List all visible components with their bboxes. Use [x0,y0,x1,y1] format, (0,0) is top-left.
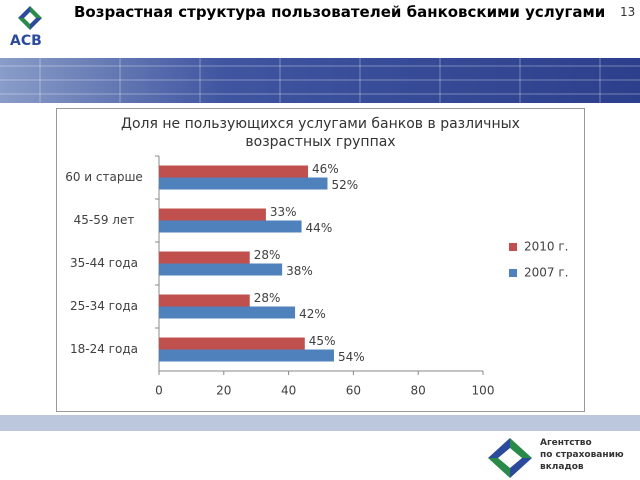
bar [159,177,328,190]
bar [159,306,296,319]
legend-label: 2007 г. [524,266,568,280]
footer-line: Агентство [540,438,592,448]
logo-text: АСВ [10,33,42,49]
footer-band [0,415,640,431]
legend-label: 2010 г. [524,240,568,254]
value-label: 45% [309,334,336,348]
bar [159,251,250,264]
value-label: 42% [299,307,326,321]
footer-line: по страхованию [540,450,624,460]
x-tick-label: 20 [216,384,231,398]
value-label: 46% [312,162,339,176]
y-tick-label: 35-44 года [70,256,138,270]
value-label: 44% [306,221,333,235]
bar [159,263,283,276]
footer-logo [488,438,532,478]
y-tick-label: 25-34 года [70,299,138,313]
footer-line: вкладов [540,462,584,472]
bar [159,349,334,362]
page-number: 13 [620,5,636,19]
value-label: 38% [286,264,313,278]
chart-title: Доля не пользующихся услугами банков в р… [121,116,520,150]
x-tick-label: 80 [411,384,426,398]
y-tick-label: 45-59 лет [73,213,135,227]
x-tick-label: 40 [281,384,296,398]
slide-title: Возрастная структура пользователей банко… [74,3,606,21]
y-tick-label: 18-24 года [70,342,138,356]
value-label: 28% [254,291,281,305]
x-tick-label: 60 [346,384,361,398]
banner [0,58,640,103]
x-tick-label: 100 [472,384,495,398]
bar [159,165,309,178]
value-label: 54% [338,350,365,364]
y-tick-label: 60 и старше [65,170,143,184]
footer-text: Агентство по страхованию вкладов [540,437,624,473]
bar [159,220,302,233]
x-tick-label: 0 [155,384,163,398]
bar [159,294,250,307]
legend-swatch [509,243,517,251]
bar [159,337,305,350]
banner-grid [0,58,640,103]
logo-mark [18,6,42,30]
value-label: 52% [331,178,358,192]
chart: Доля не пользующихся услугами банков в р… [56,108,585,412]
value-label: 33% [270,205,297,219]
value-label: 28% [254,248,281,262]
bar [159,208,266,221]
legend-swatch [509,269,517,277]
chart-plot: 0 20 40 60 80 100 46% 52% 33% 44% 28% 38% 28% 42% 45%5… [155,155,568,398]
